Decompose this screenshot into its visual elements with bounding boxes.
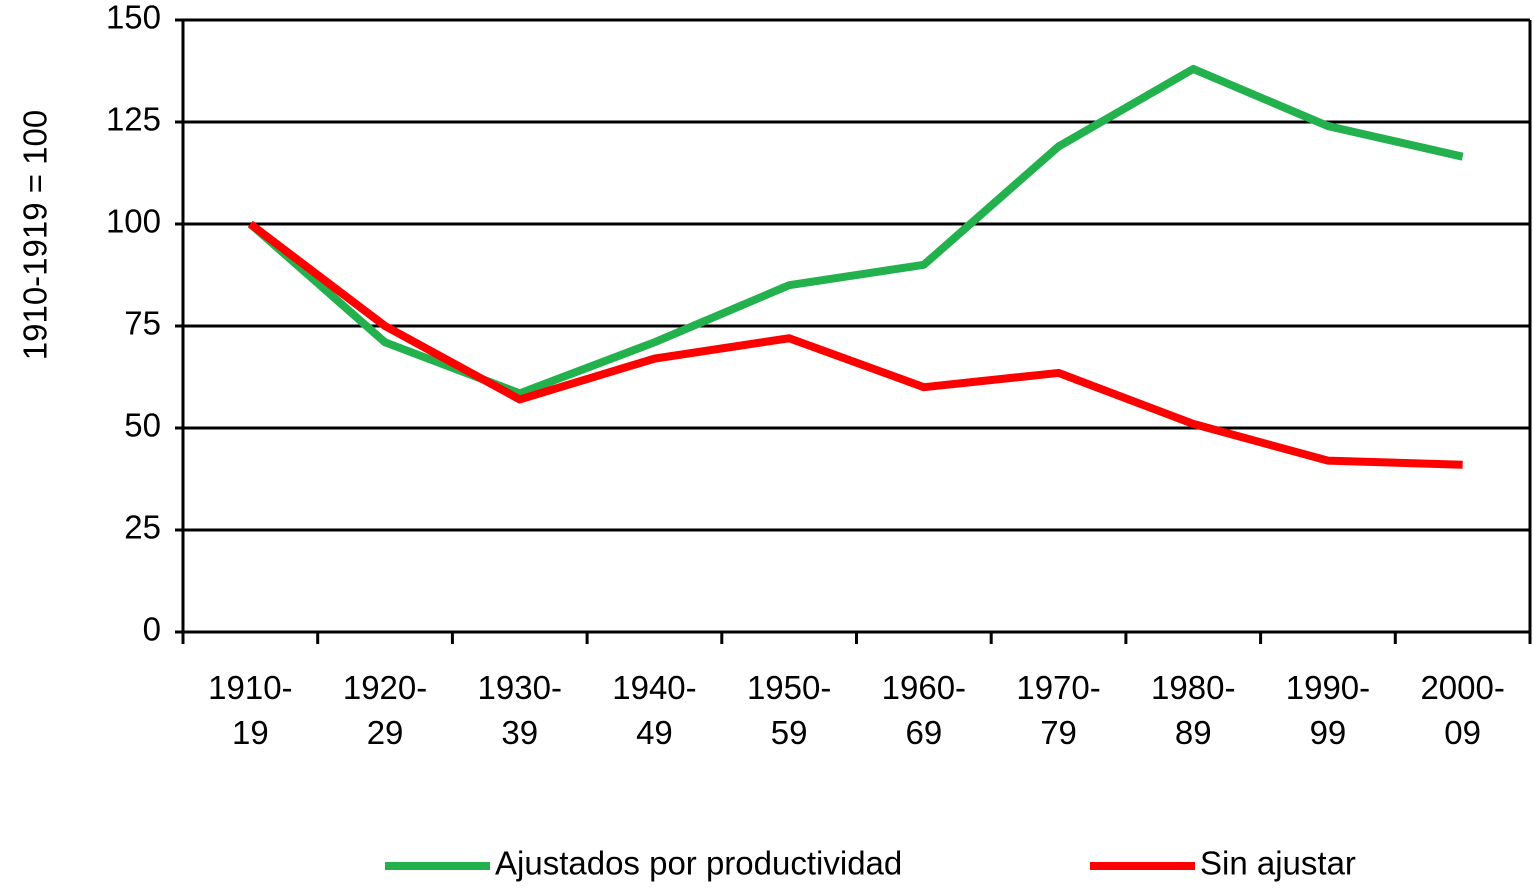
y-tick-label: 50 [124,407,161,444]
y-tick-label: 0 [143,611,161,648]
x-tick-label: 1930-39 [478,669,562,751]
x-tick-label: 1980-89 [1151,669,1235,751]
x-tick-label: 1920-29 [343,669,427,751]
y-tick-label: 25 [124,509,161,546]
x-tick-label: 1960-69 [882,669,966,751]
legend-label: Ajustados por productividad [495,845,902,882]
y-tick-label: 150 [106,0,161,36]
x-tick-label: 1940-49 [612,669,696,751]
series-line [247,220,1463,469]
x-tick-label: 2000-09 [1420,669,1504,751]
legend-label: Sin ajustar [1200,845,1356,882]
x-tick-label: 1990-99 [1286,669,1370,751]
y-tick-label: 75 [124,305,161,342]
x-tick-label: 1970-79 [1016,669,1100,751]
series-line [247,64,1464,398]
y-tick-label: 125 [106,101,161,138]
x-tick-label: 1910-19 [208,669,292,751]
y-axis-label: 1910-1919 = 100 [17,110,54,360]
y-tick-label: 100 [106,203,161,240]
x-tick-label: 1950-59 [747,669,831,751]
